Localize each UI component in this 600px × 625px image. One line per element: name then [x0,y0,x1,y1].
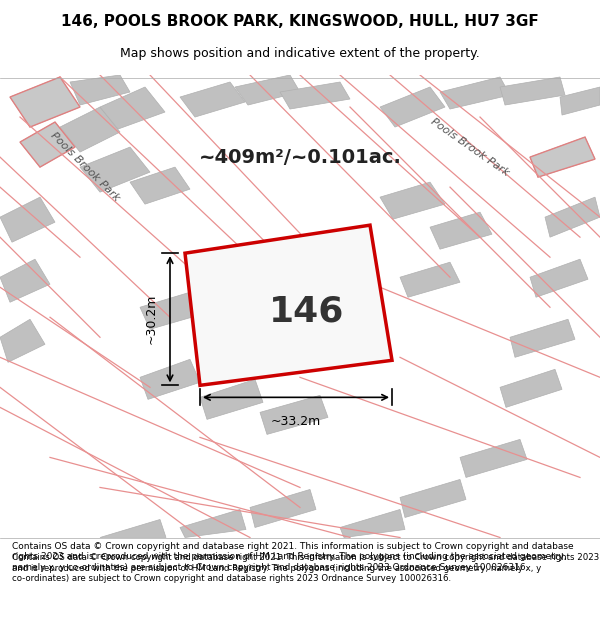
Polygon shape [340,509,405,538]
Polygon shape [530,259,588,298]
Polygon shape [380,87,445,127]
Polygon shape [140,292,202,329]
Polygon shape [200,322,272,359]
Polygon shape [380,182,445,219]
Polygon shape [400,262,460,298]
Polygon shape [530,137,595,177]
Text: Pools Brook Park: Pools Brook Park [429,116,511,178]
Polygon shape [510,319,575,357]
Polygon shape [100,519,166,538]
Polygon shape [235,75,300,105]
Polygon shape [250,489,316,528]
Polygon shape [10,77,80,127]
Polygon shape [60,107,120,152]
Polygon shape [20,122,75,167]
Polygon shape [440,77,510,109]
Polygon shape [0,197,55,242]
Polygon shape [140,359,200,399]
Polygon shape [280,82,350,109]
Polygon shape [500,369,562,408]
Polygon shape [80,147,150,192]
Polygon shape [560,87,600,115]
Text: ~33.2m: ~33.2m [271,416,321,428]
Polygon shape [200,379,263,419]
Polygon shape [430,212,492,249]
Polygon shape [20,122,75,167]
Polygon shape [70,75,130,105]
Polygon shape [400,479,466,518]
Text: Contains OS data © Crown copyright and database right 2021. This information is : Contains OS data © Crown copyright and d… [12,553,599,583]
Polygon shape [530,137,595,177]
Polygon shape [260,396,328,434]
Polygon shape [180,82,245,117]
Polygon shape [0,259,50,302]
Text: Pools Brook Park: Pools Brook Park [49,131,121,204]
Polygon shape [460,439,527,478]
Text: ~409m²/~0.101ac.: ~409m²/~0.101ac. [199,148,401,167]
Polygon shape [100,87,165,129]
Polygon shape [130,167,190,204]
Polygon shape [265,338,330,372]
Polygon shape [0,319,45,362]
Polygon shape [10,77,80,127]
Text: 146: 146 [269,294,344,328]
Polygon shape [545,197,600,237]
Text: 146, POOLS BROOK PARK, KINGSWOOD, HULL, HU7 3GF: 146, POOLS BROOK PARK, KINGSWOOD, HULL, … [61,14,539,29]
Polygon shape [180,509,246,538]
Polygon shape [500,77,565,105]
Polygon shape [185,225,392,386]
Text: ~30.2m: ~30.2m [145,294,158,344]
Text: Map shows position and indicative extent of the property.: Map shows position and indicative extent… [120,48,480,61]
Text: Contains OS data © Crown copyright and database right 2021. This information is : Contains OS data © Crown copyright and d… [12,542,574,572]
